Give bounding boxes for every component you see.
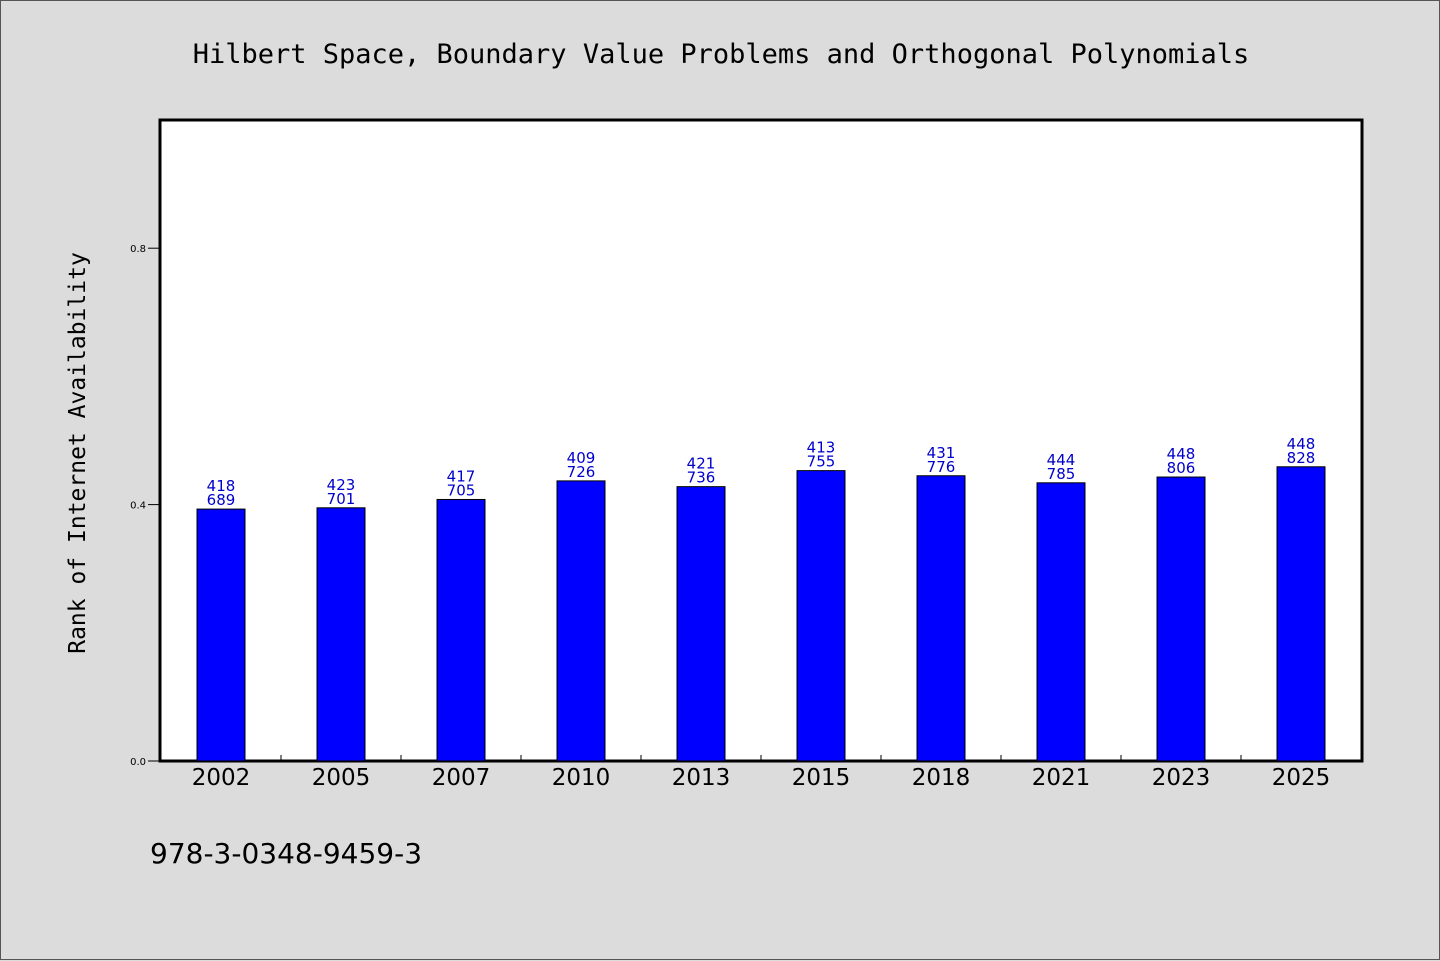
x-tick-label: 2005 <box>312 765 371 791</box>
x-tick-label: 2025 <box>1272 765 1331 791</box>
data-label-top: 431 <box>927 444 956 462</box>
y-tick-label: 0.8 <box>130 244 146 255</box>
data-label-bottom: 828 <box>1287 449 1316 467</box>
data-label-bottom: 701 <box>327 490 356 508</box>
data-label-top: 444 <box>1047 451 1076 469</box>
bar-2005 <box>316 507 366 762</box>
bar-2013 <box>676 486 726 762</box>
x-tick-label: 2002 <box>192 765 251 791</box>
data-label-bottom: 736 <box>687 469 716 487</box>
data-label-bottom: 726 <box>567 463 596 481</box>
data-label-bottom: 705 <box>447 481 476 499</box>
x-tick-label: 2015 <box>792 765 851 791</box>
data-label-bottom: 785 <box>1047 465 1076 483</box>
bar-2021 <box>1036 482 1086 762</box>
bar-2010 <box>556 480 606 762</box>
data-label-top: 448 <box>1287 435 1316 453</box>
y-tick-label: 0.4 <box>130 501 146 512</box>
bar-2015 <box>796 470 846 762</box>
footer-code: 978-3-0348-9459-3 <box>150 837 422 870</box>
x-tick-label: 2018 <box>912 765 971 791</box>
data-label-bottom: 689 <box>207 491 236 509</box>
bar-2002 <box>196 508 246 762</box>
bars <box>196 466 1326 762</box>
x-tick-label: 2013 <box>672 765 731 791</box>
x-tick-label: 2010 <box>552 765 611 791</box>
data-label-top: 417 <box>447 467 476 485</box>
data-label-top: 421 <box>687 455 716 473</box>
axis-ticks: 0.0 0.4 0.8 2002 2005 2007 2010 2013 2015 2018 202… <box>130 244 1330 791</box>
data-label-bottom: 776 <box>927 458 956 476</box>
data-label-top: 409 <box>567 449 596 467</box>
x-tick-label: 2021 <box>1032 765 1091 791</box>
y-tick-label: 0.0 <box>130 757 146 768</box>
x-tick-label: 2023 <box>1152 765 1211 791</box>
bar-2018 <box>916 475 966 762</box>
data-label-bottom: 806 <box>1167 459 1196 477</box>
data-label-top: 448 <box>1167 445 1196 463</box>
data-label-top: 413 <box>807 439 836 457</box>
data-label-bottom: 755 <box>807 453 836 471</box>
bar-2007 <box>436 498 486 762</box>
data-label-top: 418 <box>207 477 236 495</box>
bar-2025 <box>1276 466 1326 762</box>
y-axis-label: Rank of Internet Availability <box>65 252 91 654</box>
chart-title: Hilbert Space, Boundary Value Problems a… <box>193 39 1250 70</box>
x-tick-label: 2007 <box>432 765 491 791</box>
bar-2023 <box>1156 476 1206 762</box>
data-label-top: 423 <box>327 476 356 494</box>
